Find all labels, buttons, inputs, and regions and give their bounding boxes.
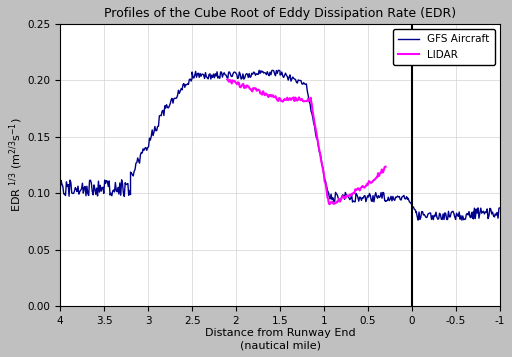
GFS Aircraft xyxy=(419,210,425,214)
LIDAR xyxy=(227,78,233,82)
X-axis label: Distance from Runway End
(nautical mile): Distance from Runway End (nautical mile) xyxy=(205,328,355,350)
LIDAR xyxy=(382,165,389,169)
LIDAR xyxy=(284,96,290,100)
GFS Aircraft xyxy=(320,165,326,170)
LIDAR xyxy=(257,91,263,96)
Line: GFS Aircraft: GFS Aircraft xyxy=(60,70,500,220)
Y-axis label: EDR $^{1/3}$ (m$^{2/3}$s$^{-1}$): EDR $^{1/3}$ (m$^{2/3}$s$^{-1}$) xyxy=(7,118,25,212)
LIDAR xyxy=(326,202,332,206)
LIDAR xyxy=(243,86,249,90)
GFS Aircraft xyxy=(497,206,503,210)
GFS Aircraft xyxy=(256,68,262,72)
Line: LIDAR: LIDAR xyxy=(227,79,386,204)
GFS Aircraft xyxy=(488,207,494,211)
GFS Aircraft xyxy=(57,188,63,192)
LIDAR xyxy=(378,171,384,175)
GFS Aircraft xyxy=(415,218,421,222)
Legend: GFS Aircraft, LIDAR: GFS Aircraft, LIDAR xyxy=(393,29,495,65)
GFS Aircraft xyxy=(296,78,302,82)
GFS Aircraft xyxy=(270,68,276,72)
LIDAR xyxy=(365,183,371,187)
Title: Profiles of the Cube Root of Eddy Dissipation Rate (EDR): Profiles of the Cube Root of Eddy Dissip… xyxy=(104,7,456,20)
LIDAR xyxy=(224,77,230,81)
GFS Aircraft xyxy=(267,70,273,74)
